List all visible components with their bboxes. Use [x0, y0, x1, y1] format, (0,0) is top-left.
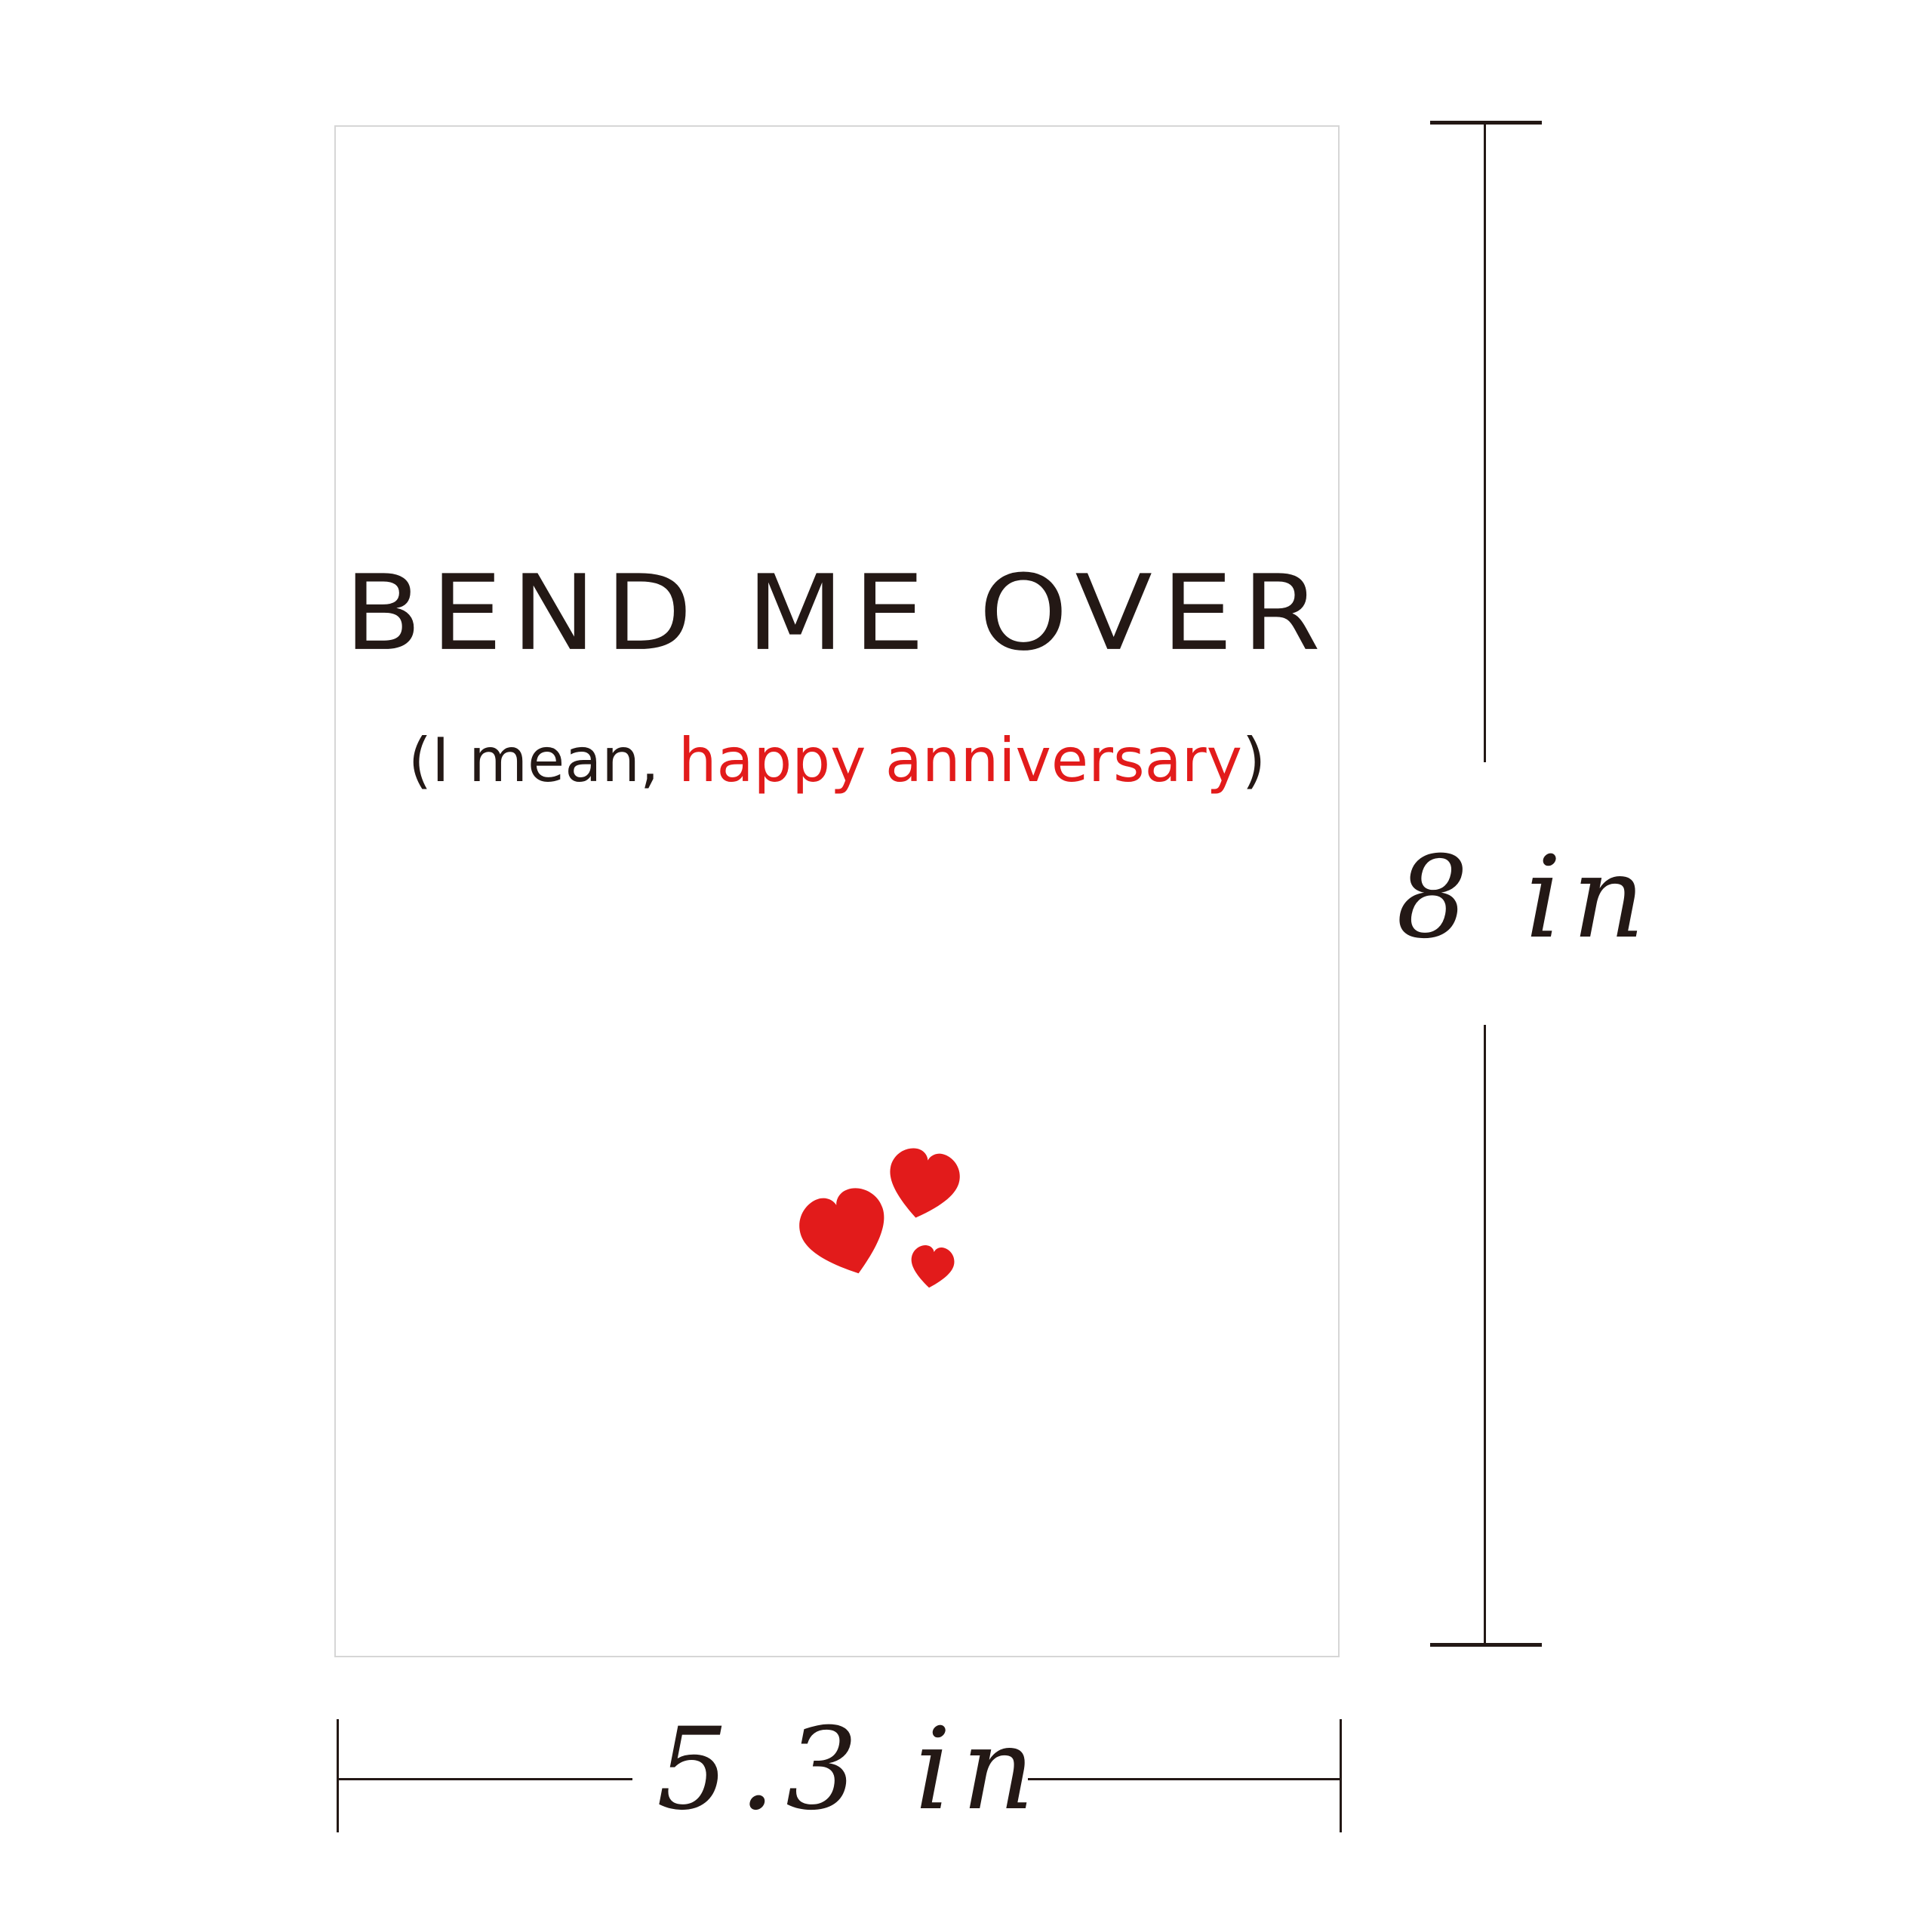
heart-icon — [890, 1148, 960, 1218]
card-headline: BEND ME OVER — [344, 552, 1330, 675]
height-dimension-line-lower — [1484, 1025, 1486, 1645]
greeting-card: BEND ME OVER (I mean, happy anniversary) — [334, 125, 1340, 1657]
height-dimension-line-upper — [1484, 122, 1486, 762]
height-dimension-top-cap — [1430, 121, 1542, 125]
width-dimension-line-right — [1028, 1778, 1342, 1780]
height-dimension-label: 8 in — [1396, 832, 1656, 964]
subline-close: ) — [1241, 725, 1266, 795]
subline-accent: happy anniversary — [678, 725, 1242, 795]
width-dimension-right-cap — [1340, 1719, 1342, 1832]
width-dimension-left-cap — [337, 1719, 339, 1832]
width-dimension-label: 5.3 in — [657, 1704, 1045, 1835]
card-subline: (I mean, happy anniversary) — [336, 731, 1338, 791]
heart-icon — [799, 1188, 884, 1274]
subline-open: (I mean, — [408, 725, 678, 795]
heart-icon — [911, 1245, 955, 1288]
hearts-decoration — [799, 1148, 960, 1288]
height-dimension-bottom-cap — [1430, 1643, 1542, 1647]
width-dimension-line-left — [337, 1778, 632, 1780]
